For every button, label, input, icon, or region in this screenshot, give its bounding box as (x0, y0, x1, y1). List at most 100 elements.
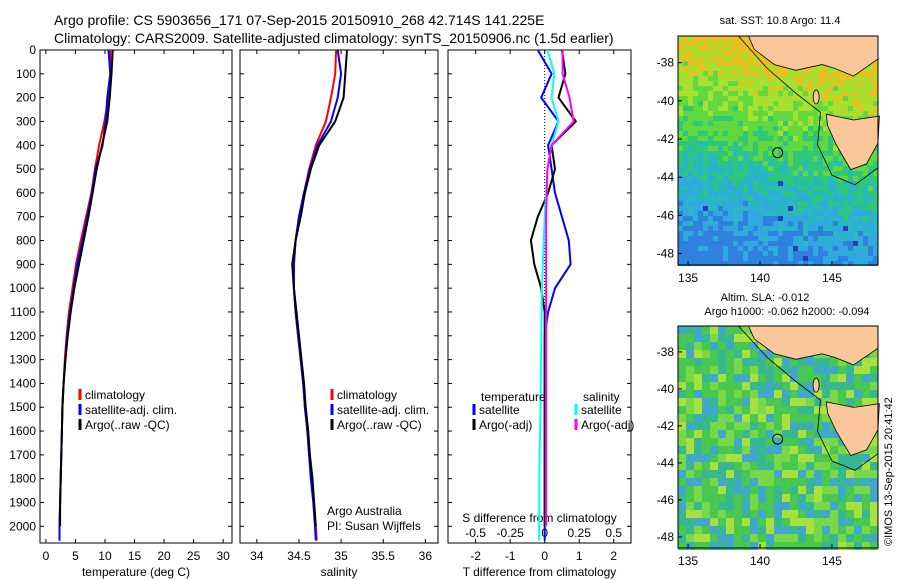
map-cell (678, 542, 686, 550)
map-cell (830, 518, 838, 526)
map-cell (843, 91, 848, 96)
map-cell (848, 176, 853, 181)
map-cell (798, 121, 803, 126)
map-cell (726, 502, 734, 510)
map-cell (814, 390, 822, 398)
map-cell (748, 61, 753, 66)
map-cell (753, 176, 758, 181)
map-cell (703, 126, 708, 131)
map-cell (783, 126, 788, 131)
map-cell (766, 390, 774, 398)
map-cell (870, 358, 878, 366)
map-cell (723, 116, 728, 121)
map-cell (688, 166, 693, 171)
map-cell (818, 231, 823, 236)
map-cell (803, 141, 808, 146)
map-cell (830, 358, 838, 366)
map-cell (733, 186, 738, 191)
map-cell (710, 342, 718, 350)
map-cell (768, 241, 773, 246)
map-cell (814, 478, 822, 486)
map-cell (698, 96, 703, 101)
map-cell (686, 486, 694, 494)
map-cell (693, 111, 698, 116)
map-cell (678, 406, 686, 414)
map-cell (688, 226, 693, 231)
map-cell (713, 111, 718, 116)
map-cell (822, 478, 830, 486)
map-cell (803, 96, 808, 101)
map-cell (798, 221, 803, 226)
map-cell (698, 236, 703, 241)
map-cell (838, 86, 843, 91)
map-cell (710, 406, 718, 414)
map-cell (818, 96, 823, 101)
map-cell (694, 366, 702, 374)
shelf-contour (738, 325, 879, 471)
map-cell (693, 176, 698, 181)
map-cell (798, 151, 803, 156)
map-cell (743, 216, 748, 221)
map-cell (743, 76, 748, 81)
map-cell (693, 226, 698, 231)
map-cell (783, 66, 788, 71)
map-cell (723, 146, 728, 151)
map-cell (798, 414, 806, 422)
map-cell (790, 518, 798, 526)
map-cell (808, 226, 813, 231)
map-cell (788, 131, 793, 136)
map-cell (798, 111, 803, 116)
map-cell (870, 438, 878, 446)
map-cell (793, 251, 798, 256)
map-cell (863, 106, 868, 111)
map-cell (702, 462, 710, 470)
map-cell (768, 206, 773, 211)
map-cell (718, 246, 723, 251)
map-cell (728, 116, 733, 121)
map-cell (783, 201, 788, 206)
map-cell (698, 231, 703, 236)
map-cell (753, 226, 758, 231)
map-cell (748, 51, 753, 56)
map-cell (753, 121, 758, 126)
map-cell (813, 111, 818, 116)
map-cell (686, 350, 694, 358)
map-cell (718, 446, 726, 454)
map-cell (694, 438, 702, 446)
y-tick-label: 1100 (10, 305, 36, 319)
map-cell (846, 510, 854, 518)
map-cell (808, 176, 813, 181)
map-cell (748, 116, 753, 121)
map-cell (813, 221, 818, 226)
map-cell (738, 146, 743, 151)
map-cell (698, 186, 703, 191)
map-cell (808, 71, 813, 76)
map-cell (873, 81, 878, 86)
map-cell (713, 191, 718, 196)
map-cell (793, 256, 798, 261)
map-cell (713, 216, 718, 221)
map-cell (753, 256, 758, 261)
map-cell (823, 206, 828, 211)
map-cell (798, 186, 803, 191)
map-cell (678, 326, 686, 334)
map-cell (853, 171, 858, 176)
map-cell (758, 221, 763, 226)
map-cell (742, 422, 750, 430)
map-cell (798, 191, 803, 196)
map-cell (694, 390, 702, 398)
map-cell (686, 414, 694, 422)
map-cell (708, 96, 713, 101)
map-cell (763, 101, 768, 106)
map-cell (806, 374, 814, 382)
map-cell (863, 226, 868, 231)
map-cell (854, 462, 862, 470)
map-cell (788, 241, 793, 246)
map-cell (848, 181, 853, 186)
map-cell (718, 261, 723, 266)
map-cell (763, 96, 768, 101)
map-cell (738, 201, 743, 206)
map-cell (823, 256, 828, 261)
map-cell (763, 76, 768, 81)
map-cell (718, 326, 726, 334)
